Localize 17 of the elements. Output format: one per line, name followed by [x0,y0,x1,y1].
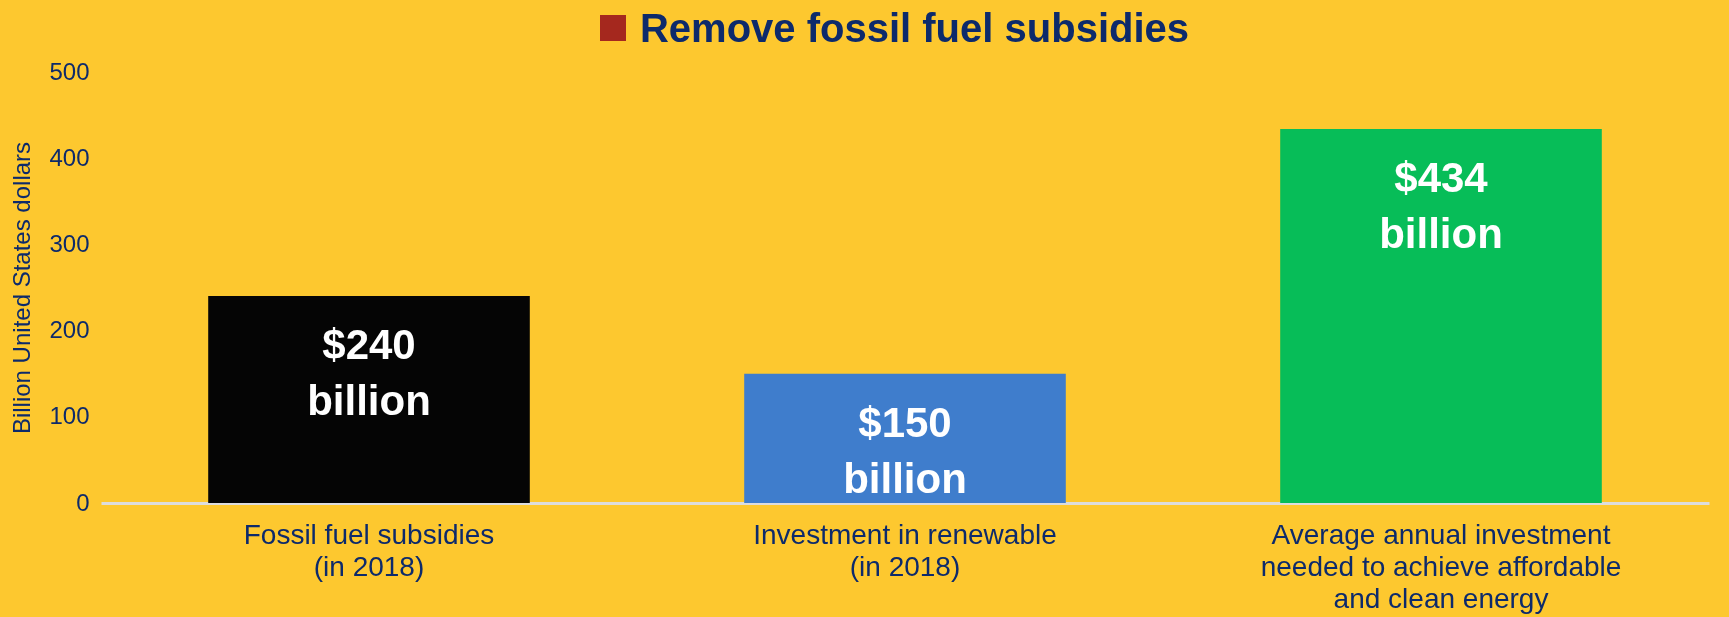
data-label: $150 billion [843,398,967,502]
data-label: $240 billion [307,321,431,425]
data-label: $434 billion [1379,153,1503,257]
bar [208,296,530,503]
bar [1280,128,1602,503]
y-tick-label: 500 [49,57,90,85]
y-tick-label: 100 [49,402,90,430]
bar [744,373,1066,503]
chart-title: Remove fossil fuel subsidies [639,5,1190,51]
x-tick-label: Average annual investment needed to achieve affordable and clean energy [1260,518,1622,614]
y-tick-label: 0 [76,488,90,516]
y-tick-label: 200 [49,316,90,344]
x-tick-label: Fossil fuel subsidies (in 2018) [243,518,495,582]
y-tick-label: 400 [49,143,90,171]
y-axis-title: Billion United States dollars [8,141,36,435]
y-tick-label: 300 [49,229,90,257]
x-tick-label: Investment in renewable (in 2018) [753,518,1057,582]
